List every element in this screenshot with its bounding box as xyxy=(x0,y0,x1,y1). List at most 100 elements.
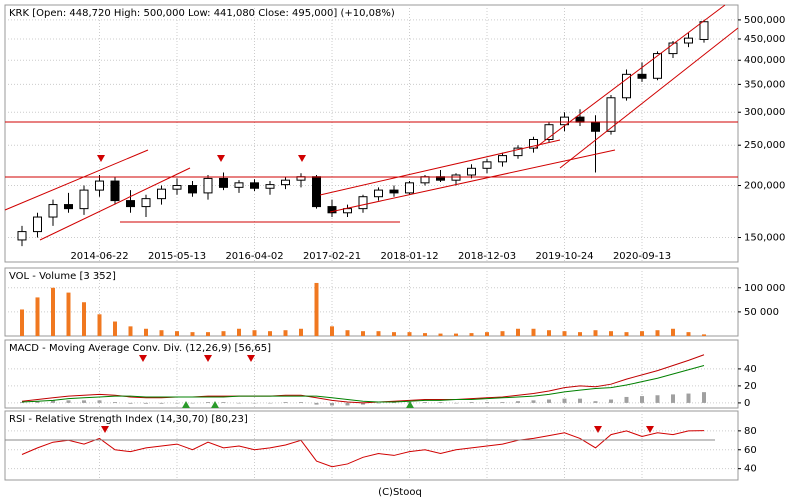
volume-bar xyxy=(671,328,675,336)
volume-bar xyxy=(500,331,505,336)
y-tick-label: 40 xyxy=(744,464,757,475)
histogram-bar xyxy=(640,396,644,403)
y-tick-label: 200,000 xyxy=(744,181,785,192)
candle-body xyxy=(684,37,693,44)
histogram-bar xyxy=(97,400,102,403)
arrow xyxy=(646,426,654,433)
candle-body xyxy=(467,167,476,176)
volume-bar xyxy=(66,292,71,336)
x-tick-label: 2015-05-13 xyxy=(148,251,206,262)
candle-body xyxy=(250,182,259,189)
volume-bar xyxy=(283,330,288,336)
y-tick-label: 0 xyxy=(744,398,750,409)
histogram-bar xyxy=(500,402,505,403)
volume-bar xyxy=(221,331,226,336)
candle-body xyxy=(622,73,631,99)
x-tick-label: 2020-09-13 xyxy=(613,251,671,262)
candle-body xyxy=(513,147,523,157)
arrow xyxy=(298,155,306,162)
volume-bar xyxy=(113,321,117,336)
y-tick-label: 150,000 xyxy=(744,233,785,244)
histogram-bar xyxy=(175,402,179,404)
x-tick-label: 2014-06-22 xyxy=(70,251,128,262)
volume-bar xyxy=(175,331,179,336)
footer: (C)Stooq xyxy=(378,487,422,498)
volume-bar xyxy=(655,330,660,336)
chart-title: KRK [Open: 448,720 High: 500,000 Low: 44… xyxy=(9,8,395,19)
candle-body xyxy=(699,21,709,40)
histogram-bar xyxy=(330,402,334,406)
rsi-panel xyxy=(4,410,739,481)
candle-body xyxy=(482,161,492,169)
candle-body xyxy=(281,179,290,186)
volume-bar xyxy=(562,331,567,336)
histogram-bar xyxy=(562,398,567,403)
histogram-bar xyxy=(190,402,195,404)
volume-bar xyxy=(361,331,365,336)
volume-bar xyxy=(702,334,706,336)
x-tick-label: 2018-12-03 xyxy=(458,251,516,262)
volume-bar xyxy=(438,333,443,336)
x-tick-label: 2018-01-12 xyxy=(380,251,438,262)
trend-line xyxy=(534,4,726,149)
volume-bar xyxy=(454,333,458,336)
volume-bar xyxy=(376,331,381,336)
histogram-bar xyxy=(237,402,241,404)
volume-bar xyxy=(624,332,629,336)
candle-body xyxy=(591,121,600,132)
candle-body xyxy=(653,53,662,79)
volume-bar xyxy=(516,328,520,336)
y-tick-label: 100 000 xyxy=(744,283,785,294)
volume-bar xyxy=(485,332,489,336)
candle-body xyxy=(405,182,414,194)
y-tick-label: 250,000 xyxy=(744,140,785,151)
histogram-bar xyxy=(609,399,613,403)
volume-bar xyxy=(640,331,644,336)
volume-bar xyxy=(144,328,148,336)
volume-bar xyxy=(578,332,582,336)
candle-body xyxy=(374,189,383,198)
volume-bar xyxy=(686,332,691,336)
candle-body xyxy=(157,188,166,200)
candle-body xyxy=(219,177,228,188)
y-tick-label: 40 xyxy=(744,364,757,375)
candle-body xyxy=(358,196,368,210)
y-tick-label: 450,000 xyxy=(744,34,785,45)
volume-bar xyxy=(237,328,241,336)
candle-body xyxy=(110,180,120,202)
volume-bar xyxy=(392,332,396,336)
volume-bar xyxy=(190,332,195,336)
volume-bar xyxy=(35,297,40,336)
histogram-bar xyxy=(268,402,272,404)
histogram-bar xyxy=(438,402,443,403)
y-tick-label: 400,000 xyxy=(744,55,785,66)
indicator-line xyxy=(21,430,705,468)
histogram-bar xyxy=(454,402,458,404)
candle-body xyxy=(498,155,507,163)
candle-body xyxy=(560,116,569,126)
candle-body xyxy=(575,116,585,123)
histogram-bar xyxy=(686,393,691,403)
volume-bar xyxy=(469,333,474,336)
volume-bar xyxy=(159,330,164,336)
candle-body xyxy=(48,204,58,218)
arrow xyxy=(204,355,212,362)
histogram-bar xyxy=(283,402,288,403)
histogram-bar xyxy=(624,396,629,403)
arrow xyxy=(101,426,109,433)
candle-body xyxy=(544,124,554,140)
candle-body xyxy=(79,189,89,210)
volume-bar xyxy=(407,332,412,336)
trend-line xyxy=(39,167,191,241)
histogram-bar xyxy=(702,392,706,403)
histogram-bar xyxy=(531,400,536,403)
trend-line xyxy=(319,139,561,196)
volume-bar xyxy=(299,328,303,336)
histogram-bar xyxy=(299,402,303,403)
histogram-bar xyxy=(671,394,675,403)
panel-title: RSI - Relative Strength Index (14,30,70)… xyxy=(9,414,248,425)
volume-bar xyxy=(593,330,598,336)
indicator-line xyxy=(21,365,705,403)
volume-bar xyxy=(128,326,133,336)
signal-arrows xyxy=(97,155,654,433)
